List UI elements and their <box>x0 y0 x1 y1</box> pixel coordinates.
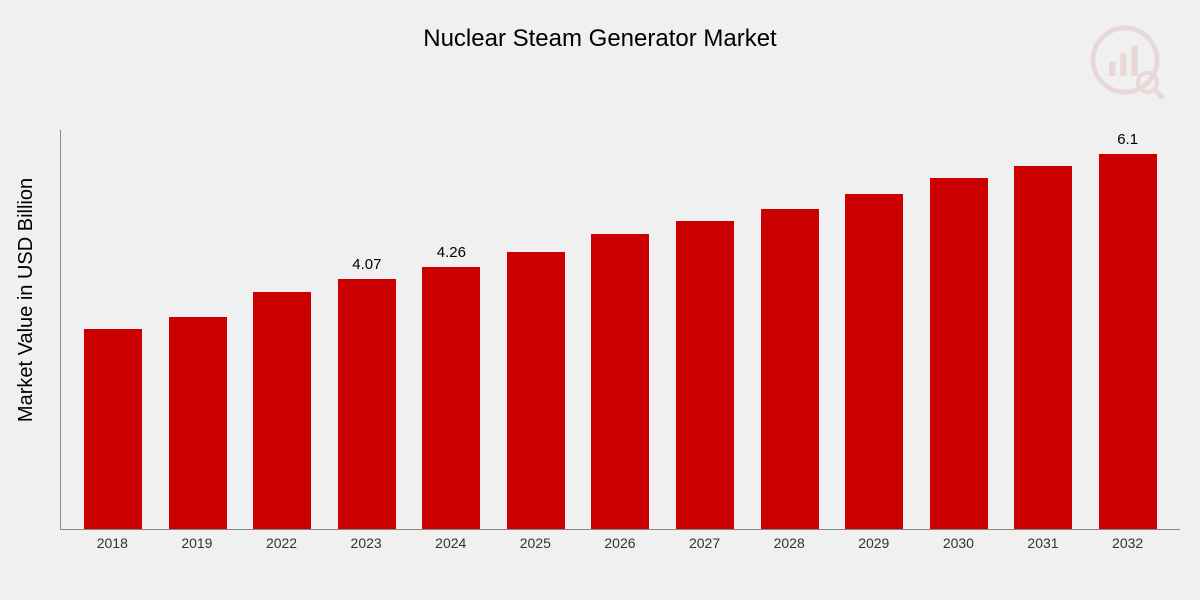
bar-wrap <box>253 292 311 529</box>
bar <box>1014 166 1072 529</box>
x-tick-label: 2030 <box>929 535 987 551</box>
bar <box>761 209 819 529</box>
x-tick-label: 2022 <box>253 535 311 551</box>
bar-wrap <box>591 234 649 529</box>
bar <box>930 178 988 529</box>
bar-wrap: 4.07 <box>338 256 396 529</box>
x-tick-label: 2027 <box>676 535 734 551</box>
bar-wrap <box>761 209 819 529</box>
x-tick-label: 2029 <box>845 535 903 551</box>
bar <box>591 234 649 529</box>
bar <box>253 292 311 529</box>
x-tick-label: 2024 <box>422 535 480 551</box>
x-tick-label: 2018 <box>83 535 141 551</box>
bar <box>169 317 227 529</box>
bar-value-label: 4.07 <box>352 256 381 273</box>
x-tick-label: 2032 <box>1099 535 1157 551</box>
bar <box>845 194 903 529</box>
bar <box>507 252 565 529</box>
watermark-logo-icon <box>1085 20 1165 100</box>
bar-wrap: 4.26 <box>422 244 480 529</box>
bar-wrap <box>930 178 988 529</box>
chart-plot-area: 4.07 4.26 6.1 <box>60 130 1180 530</box>
bar-wrap <box>169 317 227 529</box>
bar <box>676 221 734 529</box>
bar-value-label: 4.26 <box>437 244 466 261</box>
bar-wrap <box>84 329 142 529</box>
bar <box>1099 154 1157 529</box>
bar-wrap <box>845 194 903 529</box>
x-axis-labels: 2018 2019 2022 2023 2024 2025 2026 2027 2028 2029… <box>60 535 1180 551</box>
x-tick-label: 2025 <box>506 535 564 551</box>
y-axis-label: Market Value in USD Billion <box>15 178 38 422</box>
bars-container: 4.07 4.26 6.1 <box>61 130 1180 529</box>
bar-wrap: 6.1 <box>1099 131 1157 529</box>
x-tick-label: 2023 <box>337 535 395 551</box>
x-tick-label: 2019 <box>168 535 226 551</box>
x-tick-label: 2031 <box>1014 535 1072 551</box>
chart-title: Nuclear Steam Generator Market <box>0 25 1200 53</box>
bar-value-label: 6.1 <box>1117 131 1138 148</box>
x-tick-label: 2026 <box>591 535 649 551</box>
x-tick-label: 2028 <box>760 535 818 551</box>
bar-wrap <box>1014 166 1072 529</box>
bar-wrap <box>676 221 734 529</box>
bar <box>84 329 142 529</box>
bar-wrap <box>507 252 565 529</box>
bar <box>422 267 480 529</box>
bar <box>338 279 396 529</box>
